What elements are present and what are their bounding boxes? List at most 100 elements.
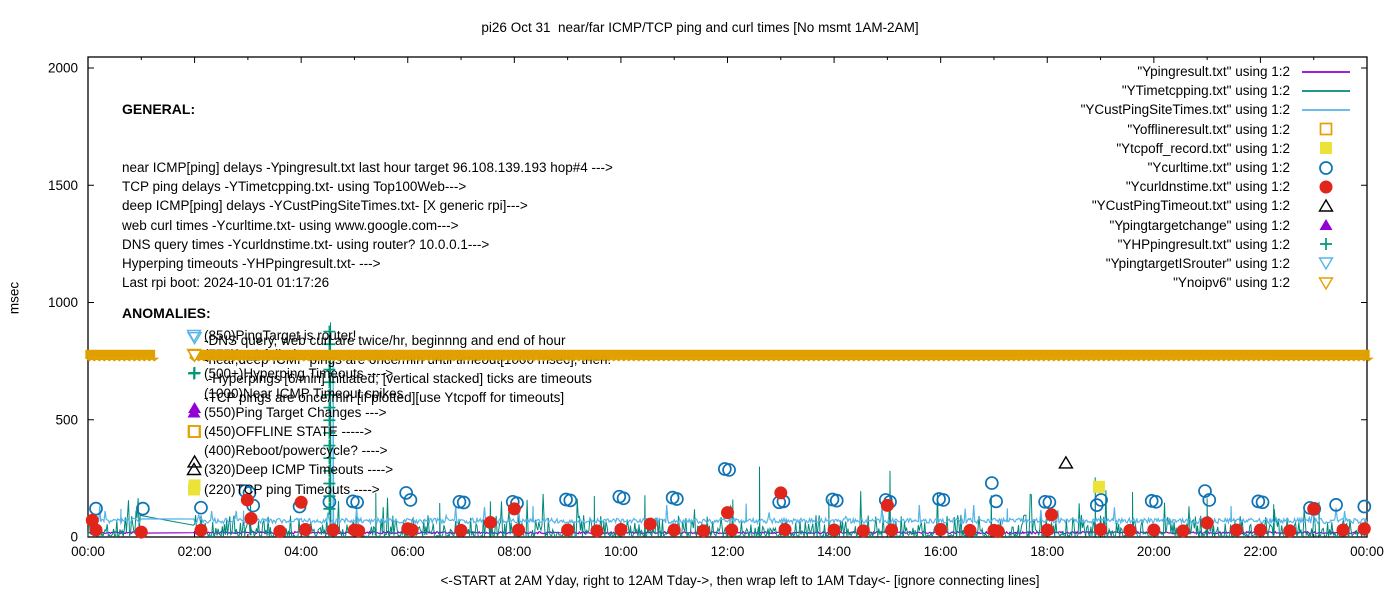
general-note-1: -DNS query, web curl are twice/hr, begin… <box>204 332 566 348</box>
legend-label: "YpingtargetISrouter" using 1:2 <box>1105 255 1290 271</box>
legend-entry-2: "YTimetcpping.txt" using 1:2 <box>1081 81 1354 100</box>
general-line-2: TCP ping delays -YTimetcpping.txt- using… <box>122 179 467 195</box>
legend-label: "Ycurltime.txt" using 1:2 <box>1147 160 1290 176</box>
y-tick-label: 2000 <box>48 61 78 76</box>
general-note-3: -Hyperpings [6/min] initiated; [vertical… <box>204 371 592 387</box>
anomaly-item-4: (1000)Near ICMP Timeout spikes <box>186 384 403 403</box>
legend-entry-4: "Yofflineresult.txt" using 1:2 <box>1081 120 1354 139</box>
general-line-7: Last rpi boot: 2024-10-01 01:17:26 <box>122 275 330 291</box>
anomalies-header: ANOMALIES: <box>122 305 211 321</box>
legend-key-circle-filled <box>1319 180 1333 194</box>
legend-entry-3: "YCustPingSiteTimes.txt" using 1:2 <box>1081 100 1354 119</box>
legend-key-square-filled <box>1320 142 1332 155</box>
general-line-3: deep ICMP[ping] delays -YCustPingSiteTim… <box>122 198 528 214</box>
general-header: GENERAL: <box>122 101 196 118</box>
anomaly-item-2: (775)ipv6 failed ---> <box>186 345 403 364</box>
legend-entry-6: "Ycurltime.txt" using 1:2 <box>1081 158 1354 177</box>
legend-key-triangle-down-open <box>1318 276 1334 291</box>
general-line-4: web curl times -Ycurltime.txt- using www… <box>122 217 459 233</box>
x-tick-label: 10:00 <box>604 544 638 559</box>
anomaly-item-5: (550)Ping Target Changes ---> <box>186 403 403 422</box>
series-tcp-ping <box>87 322 1368 539</box>
legend-entry-9: "Ypingtargetchange" using 1:2 <box>1081 216 1354 235</box>
general-line-5: DNS query times -Ycurldnstime.txt- using… <box>122 236 490 252</box>
anomalies-list: (850)PingTarget is router! (775)ipv6 fail… <box>186 326 403 499</box>
general-line-6: Hyperping timeouts -YHPpingresult.txt- -… <box>122 256 381 272</box>
legend-key-triangle-down-open <box>1318 257 1334 271</box>
legend-key-square-open <box>1319 122 1333 136</box>
anomaly-item-1: (850)PingTarget is router! <box>186 326 403 345</box>
anomaly-text: (220)TCP ping Timeouts ----> <box>204 481 380 497</box>
legend-entry-10: "YHPpingresult.txt" using 1:2 <box>1081 235 1354 254</box>
anomaly-text: (400)Reboot/powercycle? ----> <box>204 443 388 459</box>
legend-key-circle-open <box>1319 160 1333 175</box>
chart-title: pi26 Oct 31 near/far ICMP/TCP ping and c… <box>481 20 919 35</box>
x-tick-label: 18:00 <box>1030 544 1064 559</box>
y-tick-label: 1500 <box>48 178 78 193</box>
legend-label: "Ycurldnstime.txt" using 1:2 <box>1125 179 1290 195</box>
anomaly-marker-triangle-down-open <box>186 349 202 363</box>
anomaly-text: (550)Ping Target Changes ---> <box>204 404 387 420</box>
legend-key-triangle-open <box>1318 198 1334 212</box>
anomaly-marker-spacer <box>186 443 203 458</box>
anomaly-item-3: (500+)Hyperping Timeouts ----> <box>186 364 403 383</box>
x-tick-label: 06:00 <box>391 544 425 559</box>
anomaly-marker-square-filled <box>188 483 200 496</box>
legend: "Ypingresult.txt" using 1:2 "YTimetcpping… <box>1081 62 1354 292</box>
anomaly-marker-plus <box>188 367 200 380</box>
anomaly-marker-spacer <box>186 386 203 401</box>
legend-label: "Ynoipv6" using 1:2 <box>1173 275 1290 291</box>
series-dns-query-time <box>85 486 1371 539</box>
legend-label: "YCustPingTimeout.txt" using 1:2 <box>1091 198 1290 214</box>
anomaly-text: (850)PingTarget is router! <box>204 328 357 344</box>
legend-label: "YHPpingresult.txt" using 1:2 <box>1117 236 1290 252</box>
legend-label: "Ypingresult.txt" using 1:2 <box>1137 64 1290 80</box>
y-axis-label: msec <box>6 281 22 315</box>
legend-entry-1: "Ypingresult.txt" using 1:2 <box>1081 62 1354 81</box>
legend-key-line <box>1302 109 1350 111</box>
x-tick-label: 02:00 <box>178 544 212 559</box>
x-tick-label: 20:00 <box>1137 544 1171 559</box>
x-tick-label: 16:00 <box>924 544 958 559</box>
anomaly-text: (450)OFFLINE STATE -----> <box>204 424 372 440</box>
legend-key-line <box>1302 89 1350 92</box>
legend-entry-11: "YpingtargetISrouter" using 1:2 <box>1081 254 1354 273</box>
anomaly-marker-triangle-open <box>186 462 202 476</box>
series-deep-icmp-ping <box>87 356 1368 526</box>
legend-key-line <box>1302 70 1350 73</box>
anomaly-text: (1000)Near ICMP Timeout spikes <box>204 385 404 401</box>
legend-entry-5: "Ytcpoff_record.txt" using 1:2 <box>1081 139 1354 158</box>
legend-entry-12: "Ynoipv6" using 1:2 <box>1081 273 1354 292</box>
legend-entry-8: "YCustPingTimeout.txt" using 1:2 <box>1081 196 1354 215</box>
anomaly-text: (500+)Hyperping Timeouts ----> <box>204 366 394 382</box>
x-tick-label: 00:00 <box>71 544 105 559</box>
legend-label: "YCustPingSiteTimes.txt" using 1:2 <box>1080 102 1290 118</box>
general-lines: near ICMP[ping] delays -Ypingresult.txt … <box>122 158 613 292</box>
anomaly-marker-triangle-down-open <box>186 329 202 343</box>
x-tick-label: 08:00 <box>497 544 531 559</box>
anomaly-text: (320)Deep ICMP Timeouts ----> <box>204 462 394 478</box>
series-web-curl-time <box>89 462 1372 516</box>
anomaly-item-9: (220)TCP ping Timeouts ----> <box>186 480 403 499</box>
axis-ticks: 00:00 02:00 04:00 06:00 08:00 10:00 12:00 14:00… <box>48 57 1384 559</box>
legend-entry-7: "Ycurldnstime.txt" using 1:2 <box>1081 177 1354 196</box>
legend-label: "Ypingtargetchange" using 1:2 <box>1109 217 1290 233</box>
anomaly-item-7: (400)Reboot/powercycle? ----> <box>186 441 403 460</box>
x-tick-label: 00:00 <box>1350 544 1384 559</box>
series-deep-icmp-timeout <box>186 454 1074 469</box>
x-axis-caption: <-START at 2AM Yday, right to 12AM Tday-… <box>440 573 1040 588</box>
legend-key-plus <box>1320 238 1332 251</box>
x-tick-label: 22:00 <box>1244 544 1278 559</box>
x-tick-label: 12:00 <box>711 544 745 559</box>
legend-label: "YTimetcpping.txt" using 1:2 <box>1121 83 1290 99</box>
general-note-4: -TCP pings are once/min [if plotted][use… <box>204 390 565 406</box>
general-line-1: near ICMP[ping] delays -Ypingresult.txt … <box>122 160 613 176</box>
anomaly-item-6: (450)OFFLINE STATE -----> <box>186 422 403 441</box>
anomaly-marker-square-open <box>187 425 201 438</box>
legend-label: "Ytcpoff_record.txt" using 1:2 <box>1116 140 1290 156</box>
x-tick-label: 04:00 <box>284 544 318 559</box>
legend-key-triangle-filled <box>1319 219 1333 231</box>
anomaly-marker-triangle-filled <box>187 406 201 418</box>
